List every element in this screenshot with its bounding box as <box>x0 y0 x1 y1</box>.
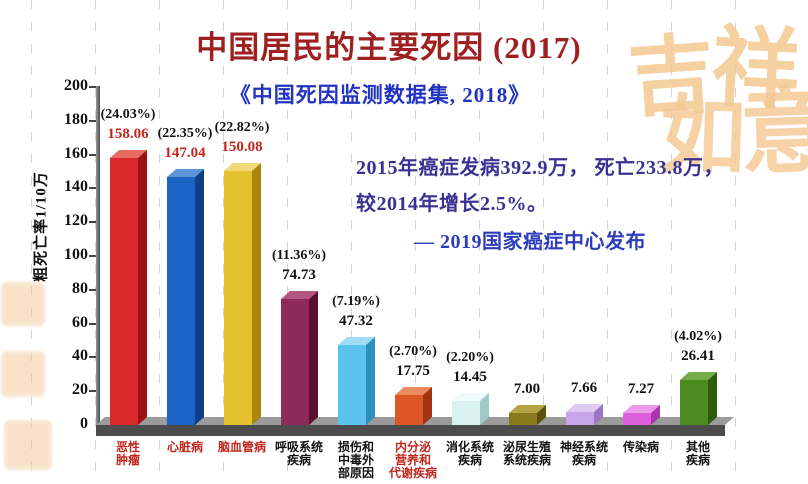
bar-front <box>680 380 708 425</box>
y-tick-label: 60 <box>72 313 88 331</box>
bar-value-label: 26.41 <box>681 348 715 364</box>
category-label: 脑血管病 <box>217 440 266 454</box>
bar-percent-label: (7.19%) <box>332 294 380 309</box>
bar-side <box>537 405 546 425</box>
category-label: 呼吸系统 疾病 <box>274 440 323 467</box>
y-tick-label: 0 <box>80 415 88 432</box>
bar-value-label: 7.00 <box>513 381 541 397</box>
bar-top <box>224 163 261 171</box>
bar-front <box>452 401 480 425</box>
bar-value-label: 158.06 <box>107 126 149 142</box>
y-tick-label: 120 <box>64 212 88 230</box>
bar-side <box>651 405 660 425</box>
y-tick-mark <box>89 255 96 257</box>
bar-top <box>281 291 318 299</box>
bar-top <box>680 372 717 380</box>
bar-value-label: 147.04 <box>164 145 206 161</box>
category-label: 泌尿生殖 系统疾病 <box>502 440 551 467</box>
y-tick-mark <box>89 86 96 88</box>
y-tick-label: 80 <box>72 279 88 297</box>
bar-front <box>338 345 366 425</box>
bar-front <box>281 299 309 425</box>
bar-value-label: 17.75 <box>396 363 430 379</box>
page-subtitle: 《中国死因监测数据集, 2018》 <box>229 83 531 107</box>
y-tick-mark <box>89 187 96 190</box>
annotation-line-2: 较2014年增长2.5%。 <box>356 193 548 215</box>
bar-side <box>594 404 603 425</box>
bar-percent-label: (22.35%) <box>157 126 213 141</box>
category-label: 传染病 <box>622 440 659 454</box>
bar-top <box>452 393 489 401</box>
bar-value-label: 14.45 <box>453 369 487 385</box>
category-label: 内分泌 营养和 代谢疾病 <box>388 440 437 480</box>
category-label: 恶性 肿瘤 <box>115 440 140 467</box>
bar-top <box>566 404 603 412</box>
chart-floor-front <box>96 425 725 436</box>
bar-front <box>566 412 594 425</box>
y-tick-label: 40 <box>72 347 88 365</box>
category-label: 损伤和 中毒外 部原因 <box>337 440 374 480</box>
y-tick-mark <box>89 288 96 291</box>
y-tick-label: 100 <box>64 246 88 263</box>
bar-top <box>110 150 147 158</box>
bar-front <box>167 177 195 425</box>
bar-side <box>423 387 432 425</box>
bar-top <box>623 405 660 413</box>
y-axis-line <box>96 86 100 425</box>
y-tick-mark <box>89 119 96 122</box>
bar-value-label: 47.32 <box>339 313 373 329</box>
page-title: 中国居民的主要死因 (2017) <box>196 30 582 65</box>
annotation-line-1: 2015年癌症发病392.9万， 死亡233.8万， <box>356 157 724 179</box>
bar-value-label: 74.73 <box>282 267 316 283</box>
bar-front <box>509 413 537 425</box>
bar-front <box>395 395 423 425</box>
bar-top <box>395 387 432 395</box>
bar-percent-label: (11.36%) <box>271 248 327 263</box>
bar-front <box>110 158 138 425</box>
category-label: 消化系统 疾病 <box>445 440 494 467</box>
y-tick-mark <box>89 153 96 156</box>
category-label: 心脏病 <box>166 440 203 454</box>
bar-value-label: 7.66 <box>570 380 598 396</box>
bar-side <box>708 372 717 425</box>
bar-top <box>167 169 204 177</box>
bar-side <box>195 169 204 425</box>
y-tick-mark <box>89 356 96 359</box>
annotation-block: 2015年癌症发病392.9万， 死亡233.8万， 较2014年增长2.5%。… <box>356 150 796 260</box>
bar-side <box>366 337 375 425</box>
bar-side <box>252 163 261 425</box>
y-tick-label: 200 <box>64 77 88 94</box>
y-tick-label: 140 <box>64 178 88 196</box>
bar-side <box>138 150 147 425</box>
category-label: 神经系统 疾病 <box>559 440 608 467</box>
bar-front <box>623 413 651 425</box>
y-tick-label: 20 <box>72 381 88 399</box>
bar-value-label: 7.27 <box>627 381 655 397</box>
y-tick-mark <box>89 390 96 393</box>
bar-top <box>338 337 375 345</box>
bar-percent-label: (4.02%) <box>674 329 722 344</box>
bar-percent-label: (24.03%) <box>100 107 156 122</box>
bar-percent-label: (2.20%) <box>446 350 494 365</box>
annotation-source: — 2019国家癌症中心发布 <box>414 231 646 253</box>
bar-value-label: 150.08 <box>221 139 263 155</box>
bar-side <box>309 291 318 425</box>
bar-side <box>480 393 489 425</box>
y-tick-label: 180 <box>64 110 88 128</box>
category-label: 其他 疾病 <box>685 440 710 467</box>
y-tick-mark <box>89 221 96 224</box>
bar-front <box>224 171 252 425</box>
bar-top <box>509 405 546 413</box>
y-tick-mark <box>89 322 96 325</box>
bar-percent-label: (22.82%) <box>214 120 270 135</box>
y-tick-label: 160 <box>64 144 88 162</box>
bar-percent-label: (2.70%) <box>389 344 437 359</box>
